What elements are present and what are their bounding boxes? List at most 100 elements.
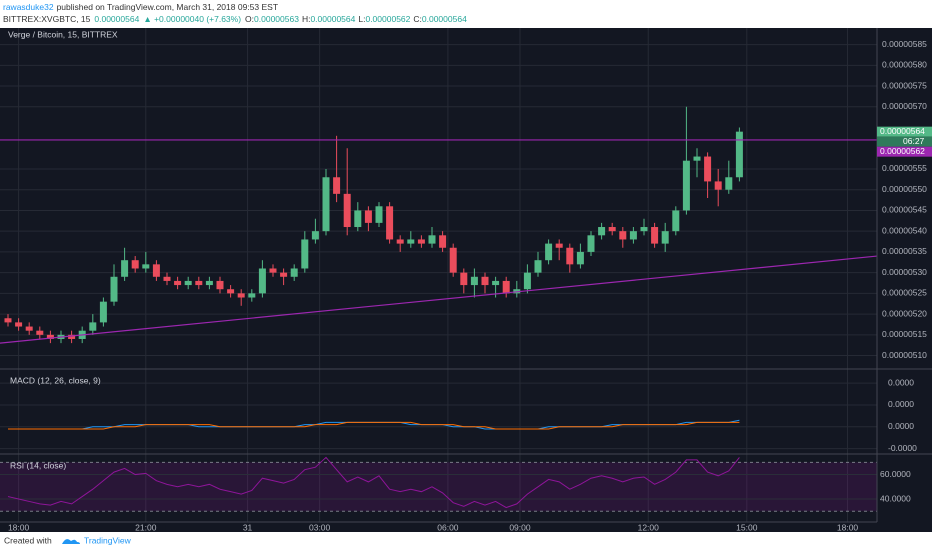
candle-body (587, 235, 595, 252)
chart-layer (0, 28, 878, 522)
candle-body (629, 231, 637, 240)
candle-body (375, 206, 383, 223)
candle-body (619, 231, 627, 240)
candle-body (322, 177, 330, 232)
x-tick-label: 12:00 (638, 522, 660, 532)
y-tick-label: 40.0000 (880, 493, 911, 503)
y-tick-label: -0.0000 (888, 443, 917, 453)
y-tick-label: 0.00000545 (882, 205, 927, 215)
line-price-label: 0.00000562 (880, 146, 925, 156)
candle-body (640, 227, 648, 232)
candle-body (534, 260, 542, 273)
candle-body (481, 276, 489, 286)
candle-body (142, 264, 150, 269)
header-bg (0, 0, 932, 28)
author[interactable]: rawasduke32 (3, 2, 54, 12)
ohlc-value: 0.00000562 (365, 14, 410, 24)
candle-body (15, 322, 23, 327)
candle-body (386, 206, 394, 240)
y-tick-label: 0.00000555 (882, 163, 927, 173)
candle-body (248, 293, 256, 298)
candle-body (152, 264, 160, 277)
candle-body (174, 280, 182, 286)
candle-body (99, 301, 107, 323)
candle-body (4, 318, 12, 323)
y-tick-label: 0.0000 (888, 399, 914, 409)
rsi-title: RSI (14, close) (10, 460, 66, 470)
candle-body (110, 276, 118, 302)
symbol: BITTREX:XVGBTC, 15 (3, 14, 91, 24)
candle-body (68, 334, 76, 339)
candle-body (354, 210, 362, 228)
ohlc-label: H: (302, 14, 311, 24)
change: ▲ +0.00000040 (+7.63%) (143, 14, 241, 24)
y-tick-label: 0.00000575 (882, 80, 927, 90)
chart-title: Verge / Bitcoin, 15, BITTREX (8, 29, 118, 39)
y-tick-label: 0.0000 (888, 377, 914, 387)
candle-body (280, 272, 288, 277)
publish-line: rawasduke32 published on TradingView.com,… (3, 2, 278, 12)
candle-body (417, 239, 425, 244)
trend-line (0, 255, 878, 344)
footer-created: Created with (4, 535, 52, 545)
candle-body (672, 210, 680, 232)
candle-body (460, 272, 468, 286)
last-price-label: 0.00000564 (880, 126, 925, 136)
ohlc-value: 0.00000563 (254, 14, 299, 24)
candle-body (205, 280, 213, 286)
footer-bg (0, 532, 932, 550)
candle-body (523, 272, 531, 290)
y-tick-label: 0.00000550 (882, 184, 927, 194)
y-tick-label: 0.00000510 (882, 350, 927, 360)
ohlc-label: L: (358, 14, 365, 24)
price: 0.00000564 (94, 14, 139, 24)
ohlc-label: C: (413, 14, 422, 24)
x-tick-label: 18:00 (837, 522, 859, 532)
candle-body (576, 251, 584, 265)
candle-body (396, 239, 404, 244)
countdown-box (877, 136, 932, 147)
candle-body (725, 177, 733, 190)
candle-body (545, 243, 553, 261)
footer-brand[interactable]: TradingView (84, 535, 132, 545)
candle-body (46, 334, 54, 339)
x-tick-label: 09:00 (509, 522, 531, 532)
candle-body (89, 322, 97, 331)
y-tick-label: 0.00000540 (882, 225, 927, 235)
candle-body (661, 231, 669, 244)
candle-body (121, 260, 129, 277)
x-tick-label: 21:00 (135, 522, 157, 532)
y-tick-label: 0.00000515 (882, 329, 927, 339)
candle-body (25, 326, 33, 331)
candle-body (439, 235, 447, 248)
candle-body (237, 293, 245, 298)
y-tick-label: 0.00000520 (882, 308, 927, 318)
ohlc-label: O: (245, 14, 254, 24)
symbol-line: BITTREX:XVGBTC, 15 0.00000564 ▲ +0.0000004… (3, 14, 467, 24)
macd-title: MACD (12, 26, close, 9) (10, 375, 101, 385)
candle-body (227, 289, 235, 294)
y-tick-label: 60.0000 (880, 469, 911, 479)
candle-body (364, 210, 372, 223)
x-tick-label: 03:00 (309, 522, 331, 532)
candle-body (735, 131, 743, 178)
candle-body (470, 276, 478, 286)
line-price-box (877, 146, 932, 157)
candle-body (704, 156, 712, 182)
macd-line (8, 421, 740, 430)
y-tick-label: 0.00000535 (882, 246, 927, 256)
candle-body (555, 243, 563, 248)
candle-body (428, 235, 436, 244)
published: published on TradingView.com, March 31, … (57, 2, 278, 12)
candle-body (682, 160, 690, 211)
rsi-band (0, 462, 877, 512)
candle-body (36, 330, 44, 335)
rsi-line (7, 456, 740, 509)
ohlc-value: 0.00000564 (310, 14, 355, 24)
y-tick-label: 0.00000580 (882, 60, 927, 70)
x-tick-label: 18:00 (8, 522, 30, 532)
candle-body (131, 260, 139, 269)
candle-body (566, 247, 574, 265)
